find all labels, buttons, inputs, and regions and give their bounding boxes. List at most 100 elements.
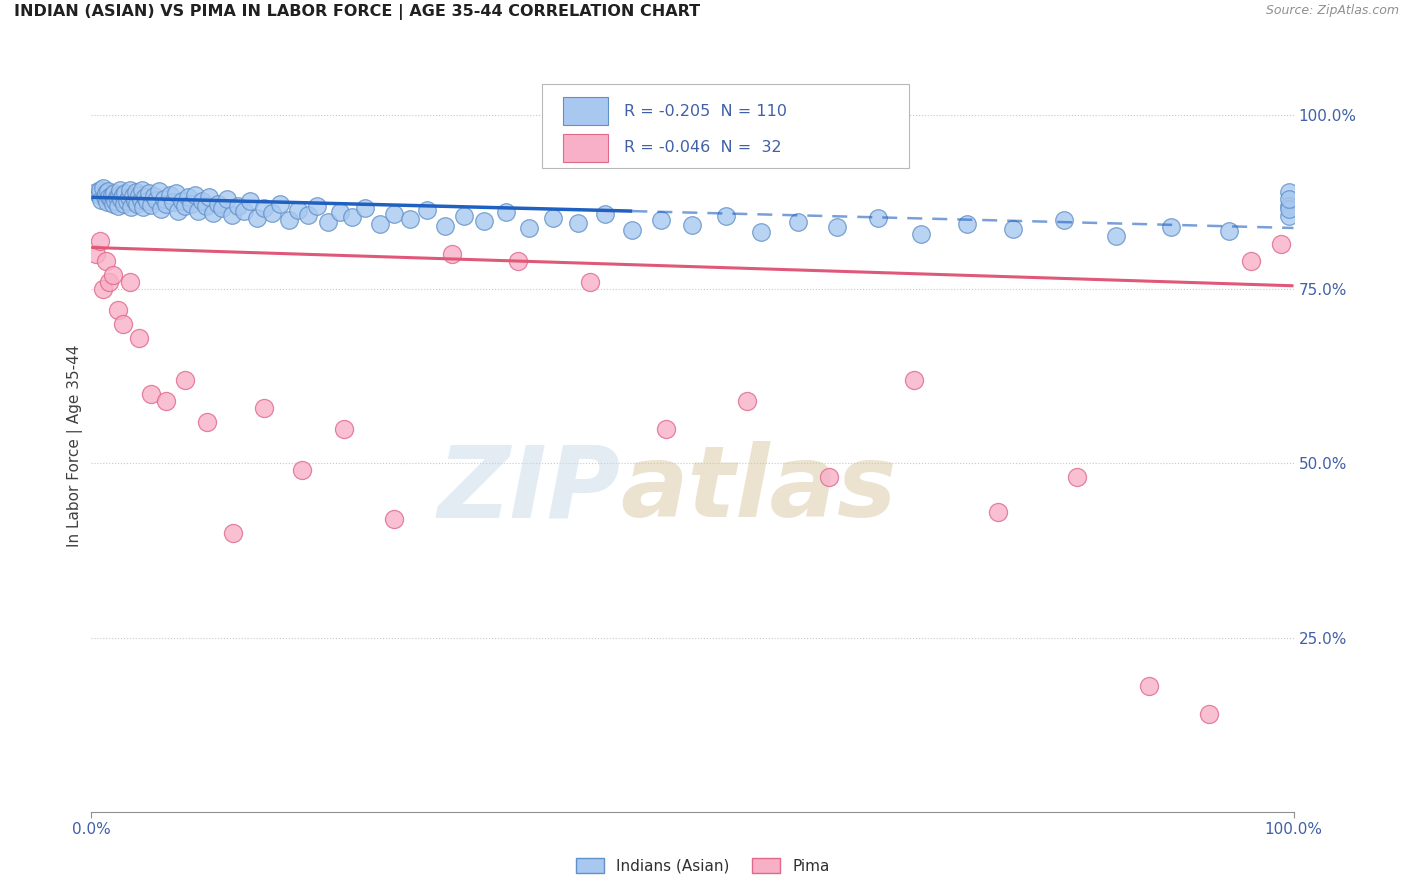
- Point: [117, 194, 139, 209]
- Point: [453, 209, 475, 223]
- Point: [174, 373, 197, 387]
- Point: [253, 201, 276, 215]
- Point: [87, 188, 110, 202]
- Point: [287, 202, 309, 217]
- Point: [1218, 224, 1240, 238]
- Point: [93, 282, 115, 296]
- Point: [269, 196, 291, 211]
- Point: [735, 393, 758, 408]
- Point: [90, 193, 112, 207]
- Point: [277, 212, 299, 227]
- Point: [120, 200, 142, 214]
- Point: [142, 189, 165, 203]
- Point: [382, 512, 405, 526]
- Point: [170, 194, 193, 209]
- Point: [593, 207, 616, 221]
- Point: [198, 190, 221, 204]
- Point: [105, 189, 128, 203]
- Point: [148, 184, 170, 198]
- Text: R = -0.046  N =  32: R = -0.046 N = 32: [624, 140, 782, 155]
- Point: [96, 195, 118, 210]
- Point: [1278, 192, 1301, 206]
- Point: [174, 199, 197, 213]
- Point: [987, 505, 1010, 519]
- Point: [354, 201, 377, 215]
- Point: [159, 188, 181, 202]
- Point: [98, 275, 121, 289]
- Point: [825, 220, 848, 235]
- Point: [111, 188, 134, 202]
- Point: [132, 200, 155, 214]
- Point: [98, 189, 121, 203]
- Point: [125, 197, 148, 211]
- Point: [180, 197, 202, 211]
- Point: [342, 210, 364, 224]
- Point: [101, 187, 124, 202]
- Point: [184, 188, 207, 202]
- Text: ZIP: ZIP: [437, 442, 620, 539]
- Point: [1137, 679, 1160, 693]
- Point: [134, 190, 156, 204]
- Bar: [562, 135, 609, 162]
- Point: [910, 227, 932, 242]
- Point: [138, 186, 160, 201]
- Point: [474, 214, 496, 228]
- Point: [103, 186, 125, 201]
- Point: [124, 194, 146, 209]
- Point: [233, 203, 256, 218]
- Point: [399, 211, 422, 226]
- Point: [211, 202, 233, 216]
- Point: [112, 197, 135, 211]
- Point: [440, 247, 463, 261]
- Point: [818, 470, 841, 484]
- Point: [118, 189, 141, 203]
- Point: [84, 247, 107, 261]
- Point: [1278, 199, 1301, 213]
- Point: [291, 463, 314, 477]
- Text: atlas: atlas: [620, 442, 897, 539]
- Point: [141, 386, 163, 401]
- Point: [152, 193, 174, 207]
- Point: [111, 317, 134, 331]
- Point: [125, 186, 148, 200]
- Point: [107, 199, 129, 213]
- Point: [714, 209, 737, 223]
- Point: [621, 223, 644, 237]
- Point: [246, 211, 269, 225]
- Point: [382, 207, 405, 221]
- Point: [89, 183, 111, 197]
- Point: [307, 199, 329, 213]
- Point: [207, 196, 229, 211]
- Point: [101, 268, 124, 283]
- Point: [1053, 213, 1076, 227]
- Point: [118, 275, 141, 289]
- Point: [165, 186, 187, 201]
- Point: [567, 216, 589, 230]
- Point: [1104, 229, 1126, 244]
- Point: [433, 219, 456, 233]
- Point: [1278, 202, 1301, 216]
- Point: [100, 193, 122, 207]
- Point: [903, 373, 925, 387]
- Y-axis label: In Labor Force | Age 35-44: In Labor Force | Age 35-44: [67, 345, 83, 547]
- Point: [681, 218, 703, 232]
- Point: [131, 183, 153, 197]
- Point: [89, 234, 111, 248]
- Point: [97, 184, 120, 198]
- Point: [239, 194, 262, 209]
- Point: [110, 183, 132, 197]
- Point: [114, 186, 136, 201]
- Point: [93, 181, 115, 195]
- Point: [101, 197, 124, 211]
- Point: [517, 221, 540, 235]
- Point: [1066, 470, 1088, 484]
- Point: [495, 205, 517, 219]
- Point: [297, 208, 319, 222]
- Point: [955, 218, 977, 232]
- Point: [1278, 185, 1301, 199]
- Point: [141, 198, 163, 212]
- Point: [221, 209, 243, 223]
- Point: [579, 275, 602, 289]
- Point: [84, 185, 107, 199]
- Point: [191, 194, 214, 209]
